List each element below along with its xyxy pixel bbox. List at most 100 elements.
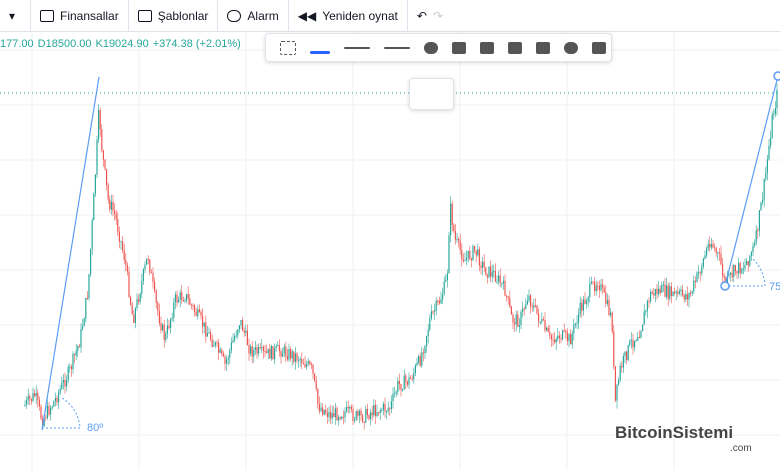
candle — [650, 291, 652, 302]
candle — [237, 329, 239, 336]
candle — [544, 320, 546, 331]
icon — [137, 9, 152, 22]
candle — [181, 292, 183, 301]
candle — [624, 351, 626, 357]
settings-button[interactable] — [409, 78, 454, 110]
candle — [56, 397, 58, 403]
candle — [93, 193, 95, 221]
candle — [563, 330, 565, 332]
candle — [582, 299, 584, 311]
toolbar-item[interactable]: Alarm — [217, 0, 287, 31]
undo[interactable]: ↶ ↷ — [406, 0, 452, 31]
candle — [763, 178, 765, 200]
candle — [550, 335, 552, 340]
candle — [139, 293, 141, 302]
candle — [171, 317, 173, 319]
button[interactable] — [536, 41, 550, 54]
candle — [438, 300, 440, 304]
candle — [686, 294, 688, 300]
candle — [118, 231, 120, 242]
candle — [731, 272, 733, 278]
candle — [570, 334, 572, 345]
candle — [256, 347, 258, 354]
button[interactable] — [452, 41, 466, 54]
candle — [354, 419, 356, 421]
candle — [722, 264, 724, 276]
candle — [278, 345, 280, 352]
candle — [691, 291, 693, 294]
button[interactable] — [592, 41, 606, 54]
candle — [446, 273, 448, 281]
candle — [635, 340, 637, 342]
candle — [571, 333, 573, 345]
candle — [517, 314, 519, 327]
candle — [502, 280, 504, 284]
candle — [576, 322, 578, 324]
candle — [69, 366, 71, 368]
candle — [174, 294, 176, 303]
button[interactable] — [564, 41, 578, 54]
candle — [341, 416, 343, 419]
button[interactable] — [384, 46, 410, 49]
candle — [48, 405, 50, 415]
candle — [704, 255, 706, 259]
candle — [478, 249, 480, 266]
icon: ◀◀ — [297, 8, 317, 23]
candle — [491, 271, 493, 277]
candle — [197, 309, 199, 316]
candle — [243, 330, 245, 333]
candle — [382, 403, 384, 411]
candle — [565, 330, 567, 333]
candle — [170, 318, 172, 329]
candle — [488, 266, 490, 278]
candle — [130, 296, 132, 305]
toolbar-item[interactable]: Şablonlar — [127, 0, 218, 31]
candle — [733, 265, 735, 278]
candle — [208, 332, 210, 334]
candle — [584, 299, 586, 304]
toolbar-item[interactable]: ◀◀ Yeniden oynat — [287, 0, 407, 31]
candle — [645, 310, 647, 312]
label: Finansallar — [60, 8, 119, 23]
candle — [536, 305, 538, 314]
candle — [27, 395, 29, 400]
candle — [43, 417, 45, 426]
button[interactable] — [424, 41, 438, 54]
candle — [366, 408, 368, 416]
button[interactable] — [344, 46, 370, 49]
candle — [467, 250, 469, 258]
candle — [754, 243, 756, 246]
button[interactable] — [280, 40, 296, 55]
button[interactable] — [480, 41, 494, 54]
candle — [115, 213, 117, 220]
menu[interactable]: ▾ — [9, 8, 16, 23]
candle — [509, 298, 511, 307]
candle — [210, 332, 212, 340]
button[interactable] — [508, 41, 522, 54]
candle — [133, 314, 135, 324]
candle — [667, 285, 669, 299]
toolbar-item[interactable]: Finansallar — [30, 0, 128, 31]
candle — [675, 291, 677, 294]
candle — [522, 308, 524, 312]
angle-label: 80º — [87, 422, 103, 434]
button[interactable] — [310, 51, 330, 54]
candle — [312, 364, 314, 374]
candle — [218, 342, 220, 353]
candle — [85, 297, 87, 319]
candle — [448, 235, 450, 274]
candle — [589, 283, 591, 298]
candle — [646, 300, 648, 311]
candle — [224, 356, 226, 364]
trend-line — [724, 75, 779, 287]
candle — [198, 309, 200, 313]
candle — [202, 315, 204, 327]
candle — [581, 302, 583, 311]
candle — [742, 268, 744, 270]
candle — [688, 293, 690, 300]
candle — [221, 349, 223, 354]
candle — [600, 284, 602, 291]
candle — [622, 356, 624, 368]
candle — [640, 331, 642, 338]
